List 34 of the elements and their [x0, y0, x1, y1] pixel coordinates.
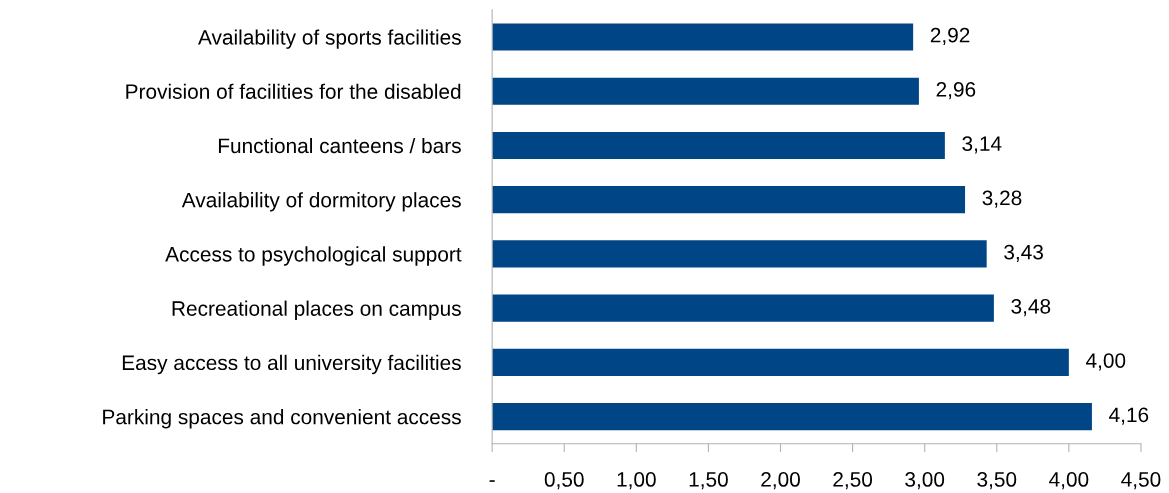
x-tick-label: 2,50 [833, 472, 873, 490]
y-tick-label: Recreational places on campus [172, 300, 461, 320]
data-label: 4,16 [1109, 407, 1149, 425]
bar [492, 131, 945, 159]
bar [492, 23, 914, 51]
x-tick-label: 3,00 [905, 472, 945, 490]
bar [492, 77, 919, 105]
y-tick-label: Availability of sports facilities [198, 29, 461, 49]
y-tick-label: Availability of dormitory places [181, 192, 461, 212]
bar [492, 240, 987, 268]
x-tick-label: 2,00 [761, 472, 800, 490]
data-label: 2,92 [930, 27, 970, 46]
y-tick-label: Easy access to all university facilities [122, 354, 461, 375]
y-tick-label: Functional canteens / bars [218, 137, 461, 154]
data-label: 3,43 [1004, 244, 1043, 262]
y-tick-label: Access to psychological support [165, 246, 462, 266]
x-tick-label: 3,50 [977, 472, 1017, 490]
data-label: 2,96 [936, 82, 976, 100]
bar [492, 348, 1069, 376]
data-label: 3,28 [982, 190, 1022, 208]
y-tick-label: Parking spaces and convenient access [103, 409, 461, 429]
bar [492, 403, 1092, 431]
y-tick-label: Provision of facilities for the disabled [126, 83, 461, 99]
x-tick-label: 4,00 [1049, 472, 1089, 490]
data-label: 3,48 [1011, 298, 1051, 317]
x-tick-label: 1,50 [689, 472, 728, 490]
data-label: 4,00 [1086, 353, 1126, 371]
bar [492, 186, 966, 214]
x-tick-label: 1,00 [617, 472, 656, 490]
data-label: 3,14 [962, 136, 1002, 154]
bar [492, 294, 994, 322]
x-tick-label: - [489, 480, 495, 482]
x-tick-label: 4,50 [1121, 472, 1161, 490]
x-tick-label: 0,50 [544, 472, 584, 490]
